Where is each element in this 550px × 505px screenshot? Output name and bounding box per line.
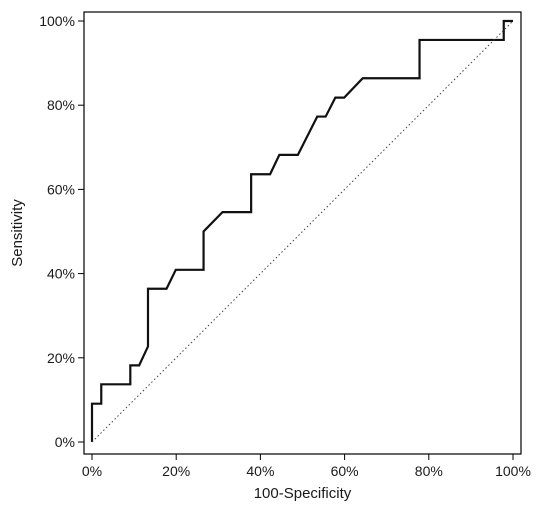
x-tick-label: 40% [246, 463, 274, 479]
plot-frame [83, 11, 522, 455]
axis-ticks: 0% 20% 40% 60% 80% 100% 0% 20% 40% 60% 80% 100% [39, 13, 531, 479]
y-tick-label: 40% [47, 266, 75, 282]
x-tick-label: 20% [162, 463, 190, 479]
plot-area [90, 19, 514, 443]
x-tick-label: 0% [82, 463, 102, 479]
x-axis-label: 100-Specificity [254, 485, 352, 502]
y-axis-label: Sensitivity [9, 199, 26, 267]
y-tick-label: 80% [47, 97, 75, 113]
y-tick-label: 100% [39, 13, 75, 29]
x-tick-label: 60% [331, 463, 359, 479]
x-tick-label: 80% [415, 463, 443, 479]
y-tick-label: 60% [47, 181, 75, 197]
y-tick-label: 20% [47, 350, 75, 366]
reference-diagonal-line [91, 20, 514, 443]
roc-curve-line [90, 19, 513, 442]
x-tick-label: 100% [495, 463, 531, 479]
y-tick-label: 0% [55, 434, 75, 450]
